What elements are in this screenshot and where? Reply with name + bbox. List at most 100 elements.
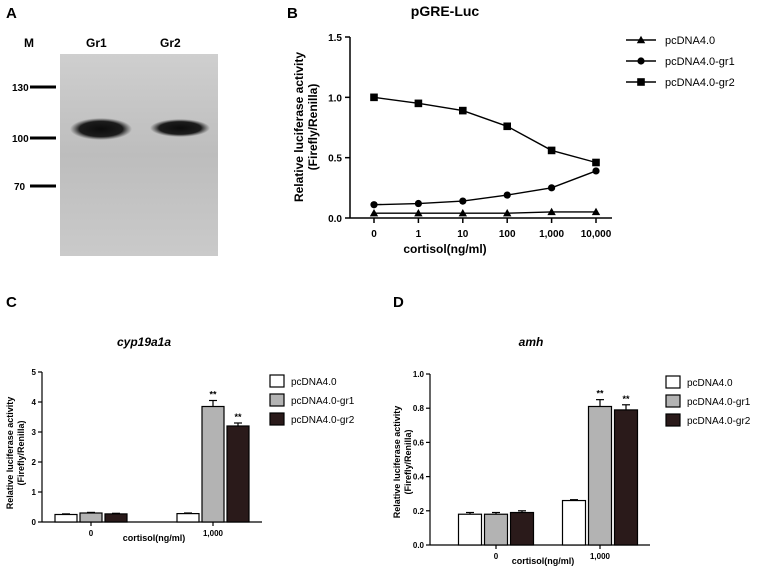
chart-c-legend-swatch — [269, 412, 285, 426]
chart-c-legend: pcDNA4.0 pcDNA4.0-gr1 pcDNA4.0-gr2 — [269, 374, 355, 426]
chart-b-data-point — [414, 199, 422, 208]
chart-b-data-point — [459, 106, 467, 115]
chart-d-xlabel: cortisol(ng/ml) — [512, 556, 575, 566]
chart-b-data-point — [414, 99, 423, 108]
chart-b-xtick-label: 1 — [416, 229, 422, 240]
chart-d-bar — [483, 513, 509, 546]
marker-label-130: 130 — [12, 83, 29, 94]
chart-c-ytick-label: 1 — [32, 488, 37, 497]
chart-d-bar — [561, 499, 587, 546]
chart-d-plot: 0.0 0.2 0.4 0.6 0.8 1.0 0 1,000 ** ** — [413, 370, 650, 561]
chart-d-legend-label: pcDNA4.0-gr1 — [687, 397, 751, 408]
chart-c-bar — [176, 512, 200, 523]
chart-b-data-point — [591, 207, 601, 216]
chart-b-data-point — [458, 208, 467, 217]
chart-b-series-line — [373, 96, 597, 164]
chart-b-data-point — [547, 146, 556, 155]
blot-membrane — [60, 54, 218, 256]
chart-b-data-point — [503, 122, 511, 131]
chart-b-legend: pcDNA4.0 pcDNA4.0-gr1 pcDNA4.0-gr2 — [626, 35, 735, 89]
chart-c-ytick-label: 5 — [32, 368, 37, 377]
chart-c-xlabel: cortisol(ng/ml) — [123, 533, 186, 543]
chart-b-legend-marker — [637, 57, 645, 65]
chart-b-data-point — [414, 208, 423, 217]
chart-c-bar — [226, 425, 250, 523]
panel-b-letter: B — [287, 5, 298, 22]
chart-d-title: amh — [519, 335, 544, 349]
chart-d-legend-swatch — [665, 394, 681, 408]
band-gr2 — [150, 119, 210, 137]
panel-a-letter: A — [6, 5, 17, 22]
chart-b-legend-label: pcDNA4.0-gr2 — [665, 77, 735, 89]
chart-c-significance: ** — [234, 412, 242, 422]
panel-d-letter: D — [393, 294, 404, 311]
chart-b-legend-label: pcDNA4.0-gr1 — [665, 56, 735, 68]
chart-d-legend: pcDNA4.0 pcDNA4.0-gr1 pcDNA4.0-gr2 — [665, 375, 751, 427]
chart-b-series-line — [374, 211, 596, 214]
marker-label-70: 70 — [14, 182, 26, 193]
chart-d-significance: ** — [622, 394, 630, 404]
panel-d: D amh 0.0 0.2 0.4 0.6 0.8 1.0 0 1,000 ** ** corti… — [392, 294, 751, 566]
chart-c-ylabel-line1: Relative luciferase activity — [5, 397, 15, 510]
chart-b-data-point — [548, 184, 556, 192]
chart-b-data-point — [592, 167, 600, 175]
chart-d-ytick-label: 0.2 — [413, 507, 425, 516]
chart-d-ytick-label: 0.4 — [413, 473, 425, 482]
chart-b-xtick-label: 1,000 — [539, 229, 564, 240]
chart-b-ytick-label: 0.0 — [328, 214, 342, 225]
chart-d-bar — [457, 513, 483, 546]
chart-c-plot: 0 1 2 3 4 5 0 1,000 ** ** — [32, 368, 262, 538]
chart-b-plot: 0.0 0.5 1.0 1.5 0 1 10 100 1,000 10,000 — [328, 33, 612, 240]
chart-c-xtick-label: 0 — [89, 529, 94, 538]
chart-c-ytick-label: 3 — [32, 428, 37, 437]
chart-b-data-point — [369, 208, 379, 217]
chart-d-legend-label: pcDNA4.0-gr2 — [687, 416, 751, 427]
chart-b-data-point — [592, 158, 600, 167]
chart-b-xlabel: cortisol(ng/ml) — [403, 242, 486, 256]
chart-b-xtick-label: 100 — [499, 229, 516, 240]
chart-c-ytick-label: 4 — [32, 398, 37, 407]
chart-d-ytick-label: 1.0 — [413, 370, 425, 379]
chart-b-data-point — [547, 207, 556, 216]
panel-c-letter: C — [6, 294, 17, 311]
chart-b-data-point — [370, 93, 378, 102]
lane-label-marker: M — [24, 36, 34, 50]
chart-c-bar — [104, 513, 128, 523]
chart-d-ylabel-line1: Relative luciferase activity — [392, 406, 402, 519]
chart-d-ytick-label: 0.6 — [413, 438, 425, 447]
chart-b-xtick-label: 10 — [457, 229, 469, 240]
chart-b-ytick-label: 1.5 — [328, 33, 342, 44]
band-gr1 — [70, 118, 132, 140]
chart-b-legend-marker — [637, 78, 645, 86]
chart-d-significance: ** — [596, 389, 604, 399]
chart-b-title: pGRE-Luc — [411, 3, 480, 19]
chart-d-legend-label: pcDNA4.0 — [687, 378, 733, 389]
chart-c-ytick-label: 0 — [32, 518, 37, 527]
chart-d-bar — [613, 409, 639, 546]
chart-d-bar — [509, 511, 535, 546]
chart-b-data-point — [370, 201, 378, 209]
chart-d-xtick-label: 0 — [494, 552, 499, 561]
chart-b-legend-label: pcDNA4.0 — [665, 35, 715, 47]
panel-a: A M Gr1 Gr2 130 100 70 — [6, 5, 218, 256]
chart-b-data-point — [459, 197, 467, 205]
chart-b-ytick-label: 1.0 — [328, 93, 342, 104]
chart-d-ylabel-line2: (Firefly/Renilla) — [403, 429, 413, 494]
marker-label-100: 100 — [12, 134, 29, 145]
chart-b-xtick-label: 0 — [371, 229, 377, 240]
chart-c-ytick-label: 2 — [32, 458, 37, 467]
chart-d-bar — [587, 405, 613, 546]
chart-c-bar — [201, 405, 225, 523]
chart-d-ytick-label: 0.0 — [413, 541, 425, 550]
chart-b-ytick-label: 0.5 — [328, 154, 342, 165]
chart-c-xtick-label: 1,000 — [203, 529, 224, 538]
chart-b-legend-marker — [636, 35, 646, 44]
chart-c-bar — [54, 513, 78, 523]
chart-c-ylabel-line2: (Firefly/Renilla) — [16, 420, 26, 485]
lane-label-gr2: Gr2 — [160, 36, 181, 50]
panel-b: B pGRE-Luc 0.0 0.5 1.0 1.5 0 1 10 100 1,000 10,00… — [287, 3, 735, 256]
chart-b-data-point — [503, 208, 512, 217]
lane-label-gr1: Gr1 — [86, 36, 107, 50]
chart-c-legend-swatch — [269, 393, 285, 407]
